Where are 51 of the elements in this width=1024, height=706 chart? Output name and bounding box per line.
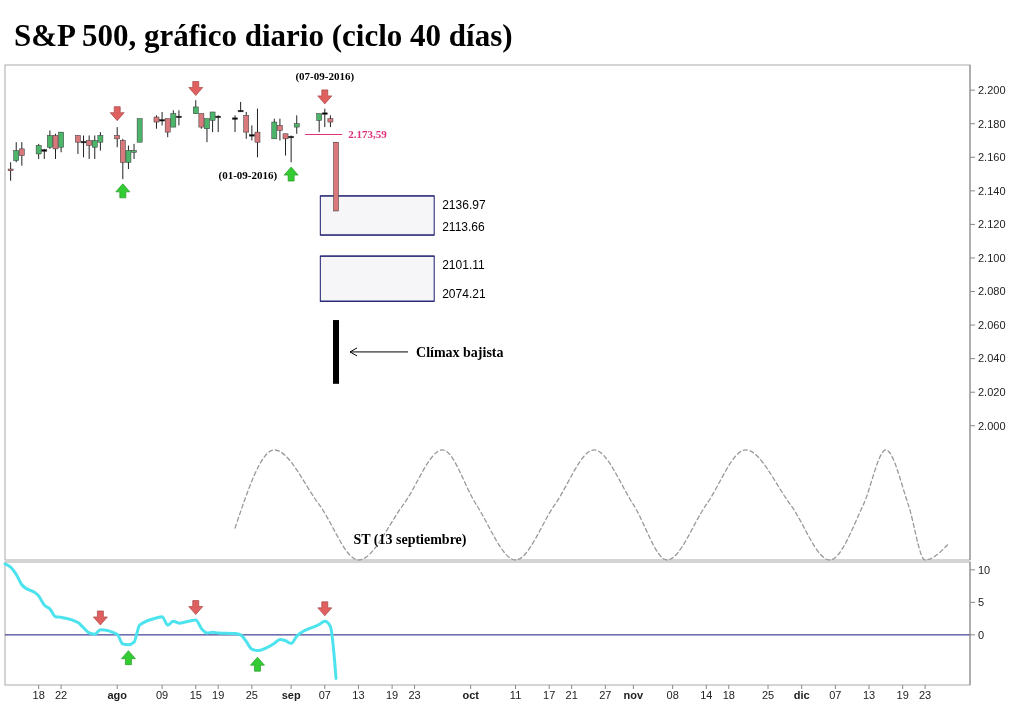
y-tick-label: 5: [978, 596, 985, 609]
y-tick-label: 2.000: [978, 419, 1006, 432]
y-tick-label: 2.020: [978, 386, 1006, 399]
ref-line-label: 2.173,59: [348, 128, 388, 141]
x-tick-label: nov: [623, 689, 645, 701]
x-tick-label: 11: [509, 689, 522, 701]
ref-line-label: 2074.21: [442, 286, 486, 301]
x-tick-label: 09: [155, 689, 169, 701]
x-tick-label: sep: [281, 689, 301, 701]
y-tick-label: 0: [978, 628, 985, 641]
annotation: Clímax bajista: [416, 344, 504, 360]
x-tick-label: 14: [700, 689, 713, 701]
y-tick-label: 2.120: [978, 218, 1006, 231]
x-tick-label: 08: [666, 689, 679, 701]
x-tick-label: 19: [212, 689, 225, 701]
x-tick-label: ago: [107, 689, 128, 701]
chart-title: S&P 500, gráfico diario (ciclo 40 días): [14, 18, 513, 53]
x-tick-label: 17: [543, 689, 556, 701]
x-tick-label: 15: [189, 689, 202, 701]
x-tick-label: 23: [918, 689, 932, 701]
y-tick-label: 2.040: [978, 352, 1006, 365]
x-tick-label: 18: [32, 689, 45, 701]
y-tick-label: 2.160: [978, 151, 1006, 164]
x-tick-label: 22: [54, 689, 68, 701]
y-tick-label: 2.140: [978, 184, 1006, 197]
y-tick-label: 2.060: [978, 318, 1006, 331]
annotation: ST (13 septiembre): [353, 532, 467, 548]
y-tick-label: 2.100: [978, 251, 1006, 264]
x-tick-label: 18: [722, 689, 735, 701]
ref-line-label: 2113.66: [442, 220, 486, 235]
x-tick-label: 19: [386, 689, 399, 701]
y-tick-label: 2.080: [978, 285, 1006, 298]
annotation: (07-09-2016): [295, 70, 355, 84]
x-tick-label: 23: [408, 689, 421, 701]
x-tick-label: 25: [245, 689, 258, 701]
x-tick-label: oct: [462, 689, 480, 701]
annotation: (01-09-2016): [218, 169, 278, 183]
y-tick-label: 10: [978, 563, 991, 576]
x-tick-label: 13: [862, 689, 876, 701]
x-tick-label: 21: [565, 689, 578, 701]
x-tick-label: 25: [761, 689, 775, 701]
x-tick-label: dic: [793, 689, 810, 701]
y-tick-label: 2.180: [978, 117, 1006, 130]
x-tick-label: 19: [896, 689, 909, 701]
x-tick-label: 27: [599, 689, 612, 701]
y-tick-label: 2.200: [978, 84, 1006, 97]
x-tick-label: 07: [829, 689, 842, 701]
ref-line-label: 2136.97: [442, 198, 486, 213]
x-tick-label: 07: [318, 689, 331, 701]
x-tick-label: 13: [352, 689, 365, 701]
ref-line-label: 2101.11: [442, 258, 486, 273]
